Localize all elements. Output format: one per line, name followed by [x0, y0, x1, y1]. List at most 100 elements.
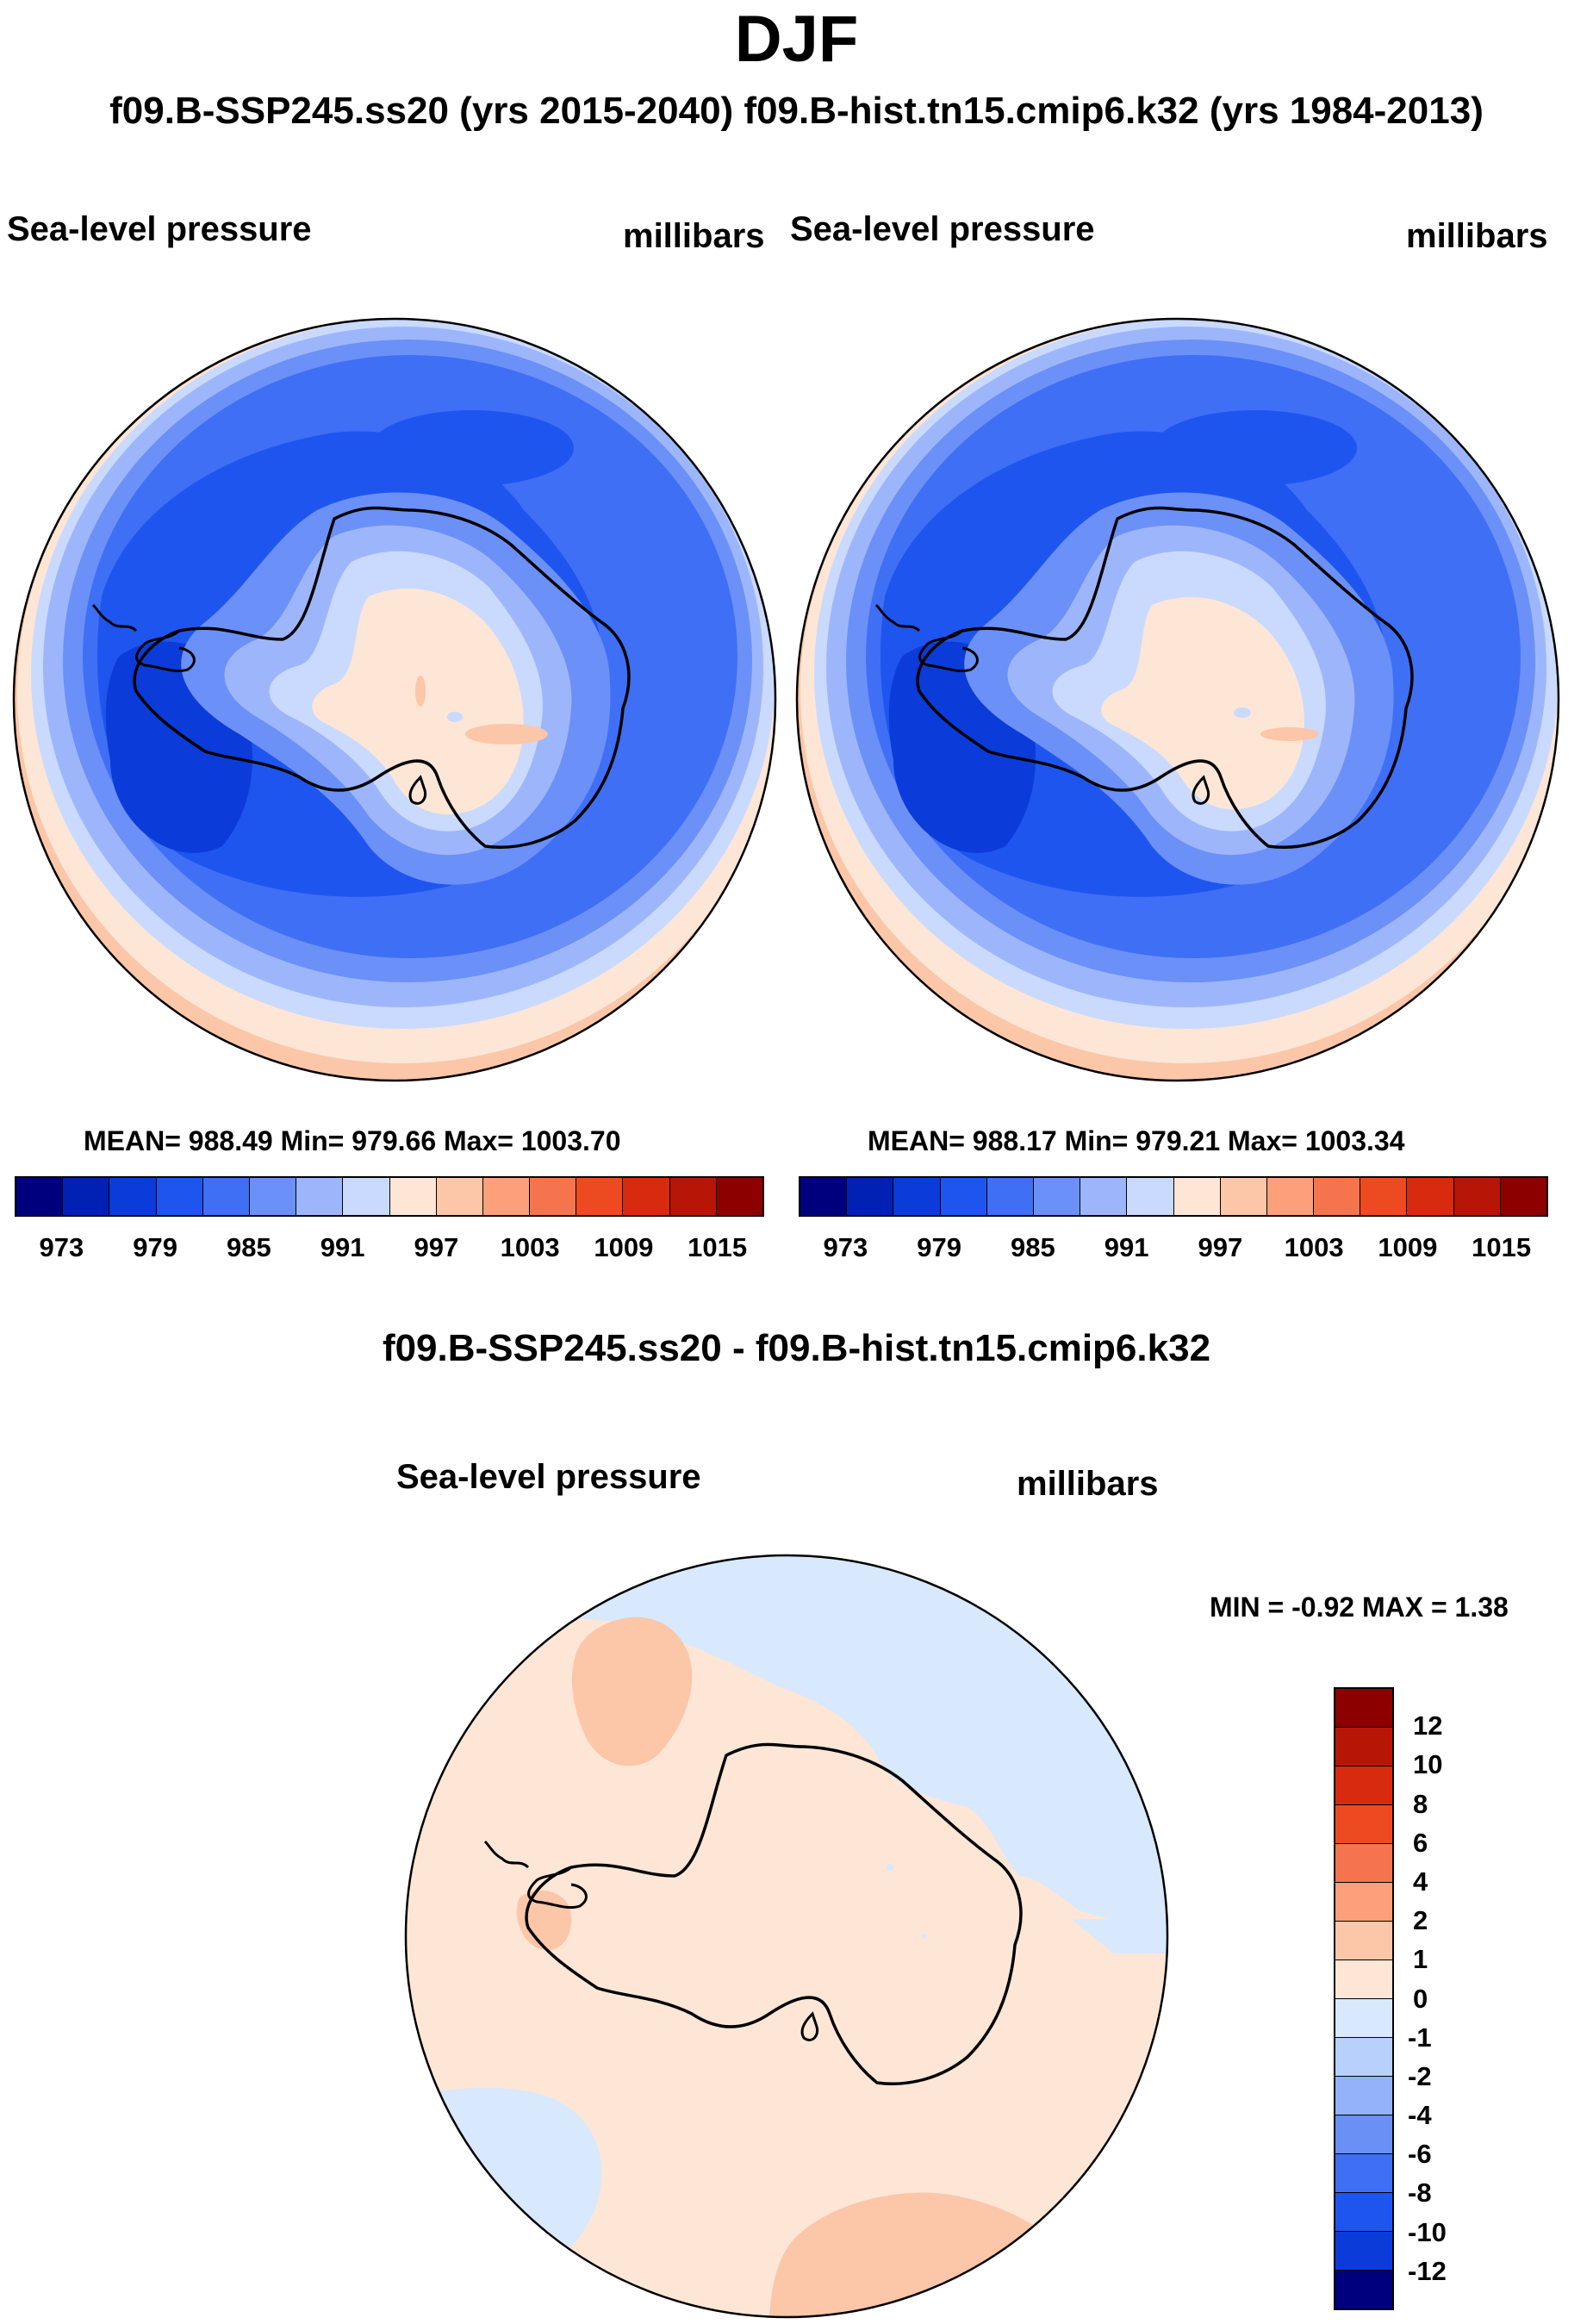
colorbar-swatch [1127, 1178, 1174, 1215]
diff-colorbar [1334, 1687, 1394, 2310]
colorbar-swatch [1360, 1178, 1408, 1215]
colorbar-swatch [940, 1178, 987, 1215]
colorbar-swatch [1335, 1805, 1392, 1844]
diff-units-label: millibars [1017, 1465, 1159, 1503]
colorbar-tick-label: 1009 [594, 1232, 654, 1262]
colorbar-tick-label: -6 [1408, 2139, 1432, 2170]
colorbar-tick-label: 1003 [500, 1232, 560, 1262]
colorbar-swatch [1314, 1178, 1361, 1215]
colorbar-swatch [109, 1178, 157, 1215]
colorbar-tick-label: 2 [1413, 1905, 1428, 1936]
colorbar-swatch [343, 1178, 390, 1215]
diff-variable-label: Sea-level pressure [396, 1458, 701, 1496]
panel1-colorbar [15, 1176, 764, 1217]
colorbar-swatch [1500, 1178, 1546, 1215]
colorbar-tick-label: 1 [1413, 1944, 1428, 1975]
colorbar-tick-label: 8 [1413, 1788, 1428, 1819]
colorbar-tick-label: 0 [1413, 1983, 1428, 2014]
colorbar-swatch [63, 1178, 110, 1215]
colorbar-tick-label: -12 [1408, 2255, 1447, 2286]
colorbar-swatch [1335, 2232, 1392, 2271]
colorbar-swatch [893, 1178, 941, 1215]
colorbar-tick-label: -8 [1408, 2178, 1432, 2209]
panel1-variable-label: Sea-level pressure [7, 210, 312, 248]
colorbar-swatch [202, 1178, 250, 1215]
colorbar-tick-label: -1 [1408, 2022, 1432, 2053]
colorbar-swatch [800, 1178, 848, 1215]
colorbar-swatch [1335, 2077, 1392, 2115]
panel2-variable-label: Sea-level pressure [790, 210, 1095, 248]
colorbar-swatch [669, 1178, 717, 1215]
colorbar-tick-label: 985 [227, 1232, 271, 1262]
colorbar-swatch [156, 1178, 203, 1215]
colorbar-swatch [847, 1178, 894, 1215]
colorbar-swatch [16, 1178, 64, 1215]
colorbar-tick-label: 973 [39, 1232, 84, 1262]
panel2-stats: MEAN= 988.17 Min= 979.21 Max= 1003.34 [868, 1125, 1405, 1156]
colorbar-swatch [1335, 2038, 1392, 2077]
colorbar-tick-label: 12 [1413, 1710, 1443, 1741]
colorbar-swatch [1033, 1178, 1081, 1215]
colorbar-swatch [389, 1178, 437, 1215]
colorbar-swatch [623, 1178, 670, 1215]
colorbar-swatch [249, 1178, 297, 1215]
colorbar-swatch [1220, 1178, 1267, 1215]
colorbar-tick-label: 1015 [688, 1232, 748, 1262]
colorbar-tick-label: 979 [133, 1232, 177, 1262]
panel1-stats: MEAN= 988.49 Min= 979.66 Max= 1003.70 [84, 1125, 621, 1156]
colorbar-tick-label: 1009 [1378, 1232, 1438, 1262]
colorbar-swatch [436, 1178, 483, 1215]
colorbar-tick-label: 973 [823, 1232, 868, 1262]
colorbar-tick-label: 991 [1104, 1232, 1149, 1262]
colorbar-swatch [530, 1178, 577, 1215]
diff-title: f09.B-SSP245.ss20 - f09.B-hist.tn15.cmip… [382, 1327, 1211, 1369]
page-subtitle: f09.B-SSP245.ss20 (yrs 2015-2040) f09.B-… [109, 90, 1484, 132]
colorbar-swatch [1335, 1844, 1392, 1883]
page-title: DJF [734, 3, 859, 76]
colorbar-tick-label: 4 [1413, 1866, 1428, 1897]
colorbar-swatch [1335, 1960, 1392, 1999]
colorbar-tick-label: 10 [1413, 1749, 1443, 1780]
colorbar-swatch [1335, 2115, 1392, 2154]
colorbar-swatch [1453, 1178, 1501, 1215]
diff-minmax: MIN = -0.92 MAX = 1.38 [1210, 1592, 1509, 1623]
panel1-map [12, 317, 777, 1082]
colorbar-swatch [1335, 2193, 1392, 2232]
panel2-colorbar-ticks: 973 979 985 991 997 1003 1009 1015 [799, 1232, 1548, 1267]
colorbar-swatch [1335, 2154, 1392, 2193]
colorbar-swatch [296, 1178, 344, 1215]
colorbar-tick-label: 1015 [1472, 1232, 1532, 1262]
colorbar-swatch [1080, 1178, 1128, 1215]
colorbar-swatch [1335, 1689, 1392, 1728]
panel2-units-label: millibars [1406, 217, 1548, 255]
colorbar-swatch [1335, 2271, 1392, 2308]
colorbar-swatch [1173, 1178, 1221, 1215]
colorbar-tick-label: 985 [1011, 1232, 1055, 1262]
panel1-colorbar-ticks: 973 979 985 991 997 1003 1009 1015 [15, 1232, 764, 1267]
panel2-map [795, 317, 1560, 1082]
colorbar-swatch [1335, 1922, 1392, 1960]
diff-map [404, 1554, 1169, 2319]
colorbar-swatch [1407, 1178, 1454, 1215]
colorbar-swatch [482, 1178, 531, 1215]
colorbar-swatch [716, 1178, 762, 1215]
colorbar-tick-label: -4 [1408, 2100, 1432, 2131]
colorbar-swatch [1335, 1999, 1392, 2038]
colorbar-swatch [1335, 1728, 1392, 1766]
colorbar-tick-label: -2 [1408, 2060, 1432, 2091]
colorbar-swatch [986, 1178, 1034, 1215]
colorbar-swatch [1335, 1766, 1392, 1805]
colorbar-tick-label: 991 [320, 1232, 365, 1262]
colorbar-tick-label: -10 [1408, 2216, 1447, 2247]
colorbar-swatch [576, 1178, 624, 1215]
panel1-units-label: millibars [623, 217, 765, 255]
colorbar-tick-label: 6 [1413, 1827, 1428, 1858]
diff-colorbar-ticks: 12 10 8 6 4 2 1 0 -1 -2 -4 -6 -8 -10 -12 [1408, 1687, 1482, 2310]
colorbar-tick-label: 979 [917, 1232, 961, 1262]
panel2-colorbar [799, 1176, 1548, 1217]
colorbar-tick-label: 1003 [1284, 1232, 1344, 1262]
colorbar-tick-label: 997 [1198, 1232, 1243, 1262]
colorbar-swatch [1266, 1178, 1315, 1215]
colorbar-swatch [1335, 1883, 1392, 1922]
colorbar-tick-label: 997 [414, 1232, 459, 1262]
